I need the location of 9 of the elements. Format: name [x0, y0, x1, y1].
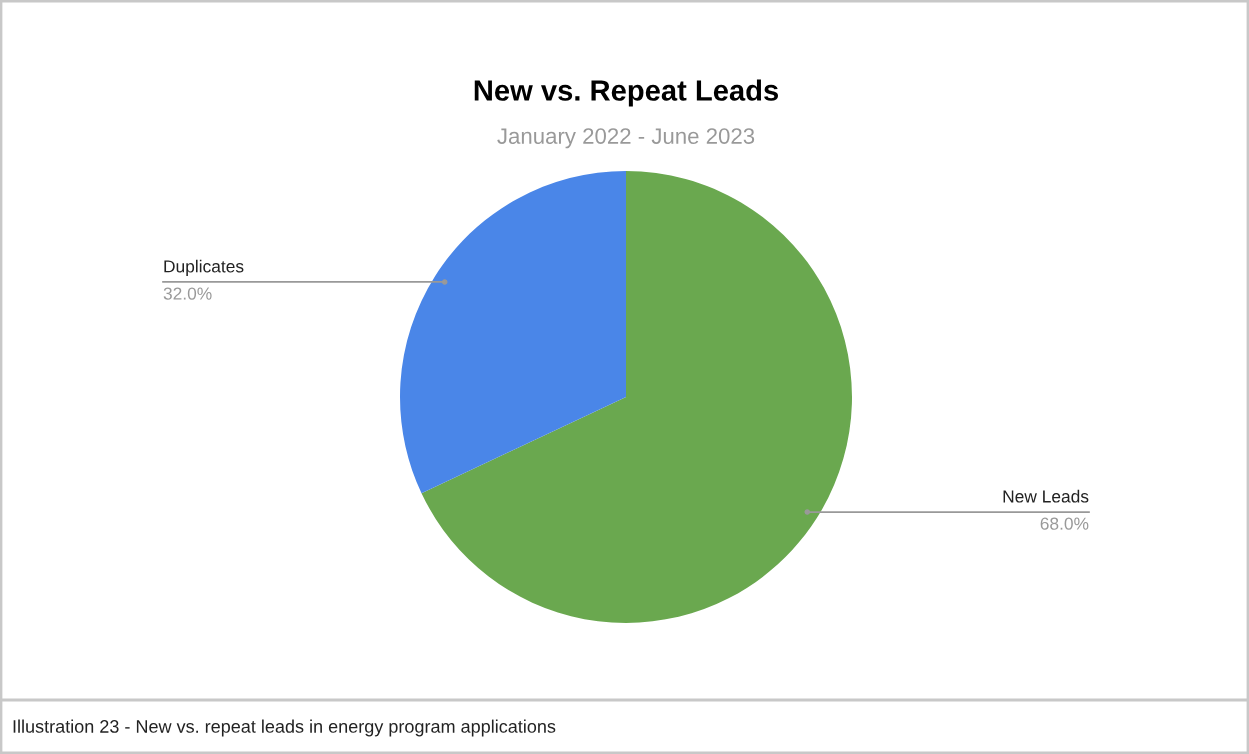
data-label: 32.0% — [163, 287, 212, 300]
slice-label: Duplicates — [164, 259, 244, 276]
slice-label: New Leads — [1003, 489, 1089, 503]
pie-slice — [400, 171, 626, 494]
pie-slice — [421, 171, 852, 623]
data-label: 68.0% — [1040, 517, 1089, 530]
text: Illustration 23 - New vs. repeat leads in energy program applications — [13, 719, 556, 737]
chart-title: New vs. Repeat Leads — [474, 79, 779, 107]
chart-subtitle: January 2022 - June 2023 — [497, 128, 755, 149]
